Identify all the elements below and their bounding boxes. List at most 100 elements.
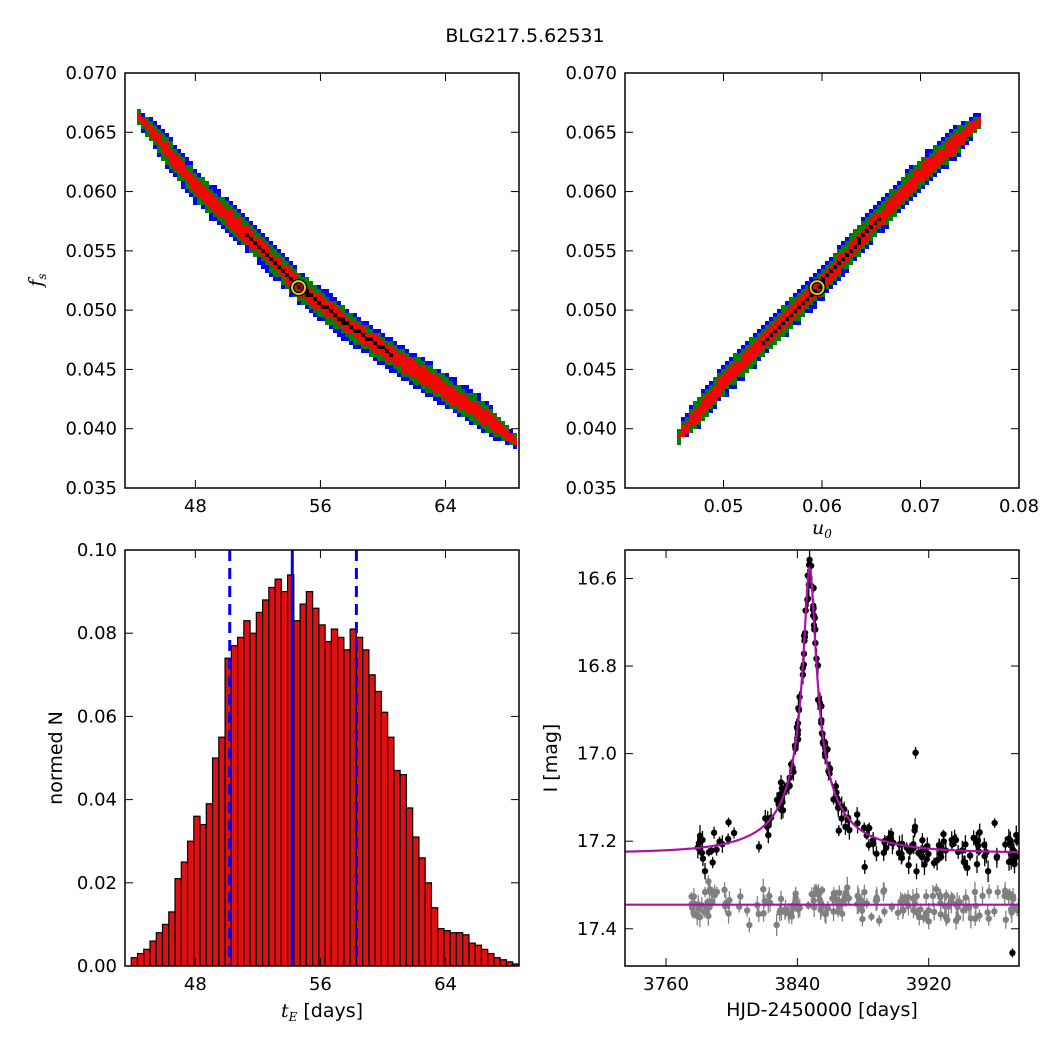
- posterior-cell-2sigma: [485, 417, 489, 421]
- posterior-cell-2sigma: [497, 429, 501, 433]
- posterior-cell-3sigma: [341, 309, 345, 313]
- posterior-cell-3sigma: [929, 173, 933, 177]
- posterior-cell-4sigma: [197, 173, 201, 177]
- posterior-cell-2sigma: [685, 425, 689, 429]
- posterior-cell-2sigma: [973, 121, 977, 125]
- baseline-point: [985, 915, 992, 922]
- posterior-cell-3sigma: [781, 333, 785, 337]
- posterior-cell-3sigma: [849, 261, 853, 265]
- posterior-cell-2sigma: [153, 129, 157, 133]
- posterior-cell-3sigma: [445, 381, 449, 385]
- posterior-cell-4sigma: [729, 385, 733, 389]
- posterior-cell-4sigma: [785, 301, 789, 305]
- posterior-cell-2sigma: [449, 401, 453, 405]
- posterior-cell-3sigma: [353, 317, 357, 321]
- histogram-bar: [462, 934, 470, 966]
- posterior-cell-1sigma: [321, 305, 325, 309]
- posterior-cell-3sigma: [865, 221, 869, 225]
- baseline-point: [894, 909, 902, 917]
- axes-ticks-u0: 0.05 0.06 0.07 0.080.0350.0400.0450.0500.05…: [565, 63, 1039, 517]
- event-point: [949, 840, 956, 848]
- posterior-cell-3sigma: [905, 177, 909, 181]
- posterior-cell-3sigma: [777, 313, 781, 317]
- posterior-cell-3sigma: [341, 329, 345, 333]
- posterior-cell-2sigma: [245, 237, 249, 241]
- posterior-cell-3sigma: [725, 365, 729, 369]
- posterior-cell-2sigma: [401, 357, 405, 361]
- posterior-cell-2sigma: [225, 217, 229, 221]
- posterior-cell-2sigma: [913, 173, 917, 177]
- posterior-cell-4sigma: [477, 397, 481, 401]
- posterior-cell-3sigma: [225, 201, 229, 205]
- posterior-cell-2sigma: [865, 237, 869, 241]
- posterior-cell-3sigma: [469, 413, 473, 417]
- posterior-cell-4sigma: [261, 265, 265, 269]
- histogram-bar: [412, 836, 420, 966]
- posterior-cell-2sigma: [881, 221, 885, 225]
- posterior-cell-3sigma: [333, 301, 337, 305]
- posterior-cell-3sigma: [217, 197, 221, 201]
- posterior-cell-3sigma: [325, 321, 329, 325]
- posterior-cell-2sigma: [901, 193, 905, 197]
- posterior-cell-3sigma: [761, 353, 765, 357]
- posterior-cell-3sigma: [417, 361, 421, 365]
- posterior-cell-1sigma: [261, 249, 265, 253]
- posterior-cell-2sigma: [469, 409, 473, 413]
- posterior-cell-3sigma: [349, 337, 353, 341]
- posterior-cell-2sigma: [933, 157, 937, 161]
- posterior-cell-2sigma: [865, 233, 869, 237]
- posterior-cell-4sigma: [477, 393, 481, 397]
- posterior-cell-2sigma: [257, 237, 261, 241]
- posterior-cell-2sigma: [449, 393, 453, 397]
- event-point: [973, 838, 980, 846]
- posterior-cell-2sigma: [489, 421, 493, 425]
- posterior-cell-3sigma: [841, 245, 845, 249]
- posterior-cell-4sigma: [173, 173, 177, 177]
- posterior-cell-2sigma: [401, 361, 405, 365]
- event-point: [838, 815, 845, 822]
- posterior-cell-2sigma: [293, 285, 297, 289]
- posterior-cell-3sigma: [145, 117, 149, 121]
- posterior-cell-3sigma: [301, 301, 305, 305]
- posterior-cell-2sigma: [833, 261, 837, 265]
- posterior-cell-3sigma: [313, 309, 317, 313]
- axes-frame: [124, 72, 520, 489]
- posterior-cell-3sigma: [181, 157, 185, 161]
- posterior-cell-4sigma: [929, 177, 933, 181]
- posterior-cell-3sigma: [469, 417, 473, 421]
- histogram-bar: [211, 757, 220, 966]
- posterior-cell-3sigma: [185, 165, 189, 169]
- posterior-cell-2sigma: [169, 157, 173, 161]
- posterior-cell-2sigma: [901, 197, 905, 201]
- posterior-cell-2sigma: [377, 349, 381, 353]
- posterior-cell-2sigma: [445, 385, 449, 389]
- posterior-cell-4sigma: [213, 189, 217, 193]
- posterior-cell-3sigma: [497, 433, 501, 437]
- posterior-cell-2sigma: [909, 181, 913, 185]
- posterior-cell-3sigma: [389, 341, 393, 345]
- posterior-cell-1sigma: [769, 333, 773, 337]
- y-tick-label: 0.06: [77, 706, 117, 727]
- posterior-cell-2sigma: [197, 185, 201, 189]
- posterior-cell-4sigma: [453, 409, 457, 413]
- event-point: [919, 837, 926, 844]
- posterior-cell-3sigma: [797, 293, 801, 297]
- posterior-cell-3sigma: [745, 365, 749, 369]
- posterior-cell-4sigma: [245, 245, 249, 249]
- posterior-cell-2sigma: [925, 161, 929, 165]
- posterior-cell-2sigma: [401, 353, 405, 357]
- posterior-cell-4sigma: [261, 261, 265, 265]
- posterior-cell-1sigma: [829, 269, 833, 273]
- posterior-cell-2sigma: [801, 305, 805, 309]
- posterior-cell-2sigma: [189, 173, 193, 177]
- posterior-cell-3sigma: [241, 217, 245, 221]
- posterior-cell-2sigma: [369, 341, 373, 345]
- posterior-cell-4sigma: [265, 269, 269, 273]
- posterior-cell-2sigma: [921, 173, 925, 177]
- posterior-cell-3sigma: [373, 353, 377, 357]
- posterior-cell-3sigma: [301, 277, 305, 281]
- posterior-cell-3sigma: [889, 217, 893, 221]
- axes-frame: [124, 549, 520, 967]
- posterior-cell-2sigma: [809, 297, 813, 301]
- posterior-cell-2sigma: [441, 385, 445, 389]
